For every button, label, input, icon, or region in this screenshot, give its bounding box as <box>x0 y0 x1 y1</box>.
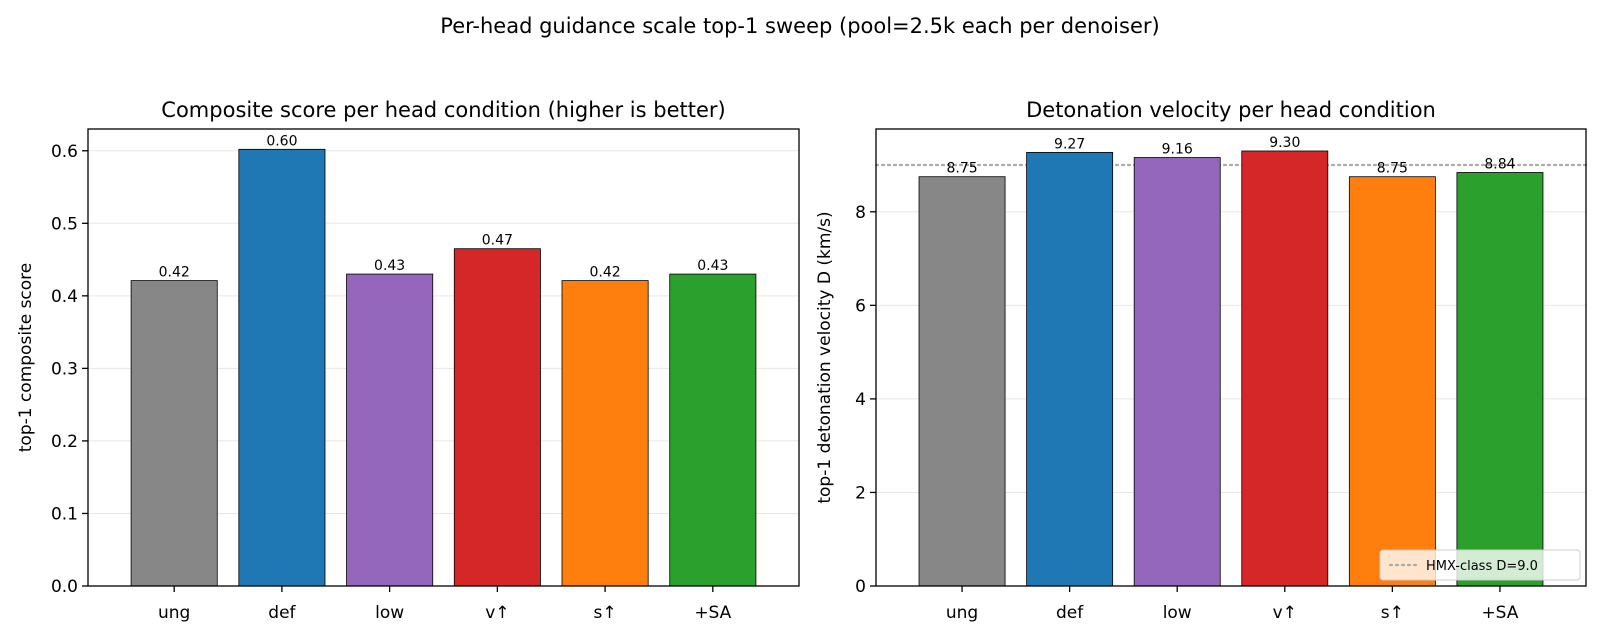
detonation-bar-2 <box>1133 157 1221 587</box>
composite-bar-value-label-1: 0.60 <box>266 133 297 149</box>
detonation-xtick-label-2: low <box>1163 603 1192 623</box>
composite-ytick-label-3: 0.3 <box>51 359 78 379</box>
composite-bar-0 <box>130 280 218 587</box>
detonation-bar-value-label-5: 8.84 <box>1484 157 1515 173</box>
composite-ytick-label-5: 0.5 <box>51 214 78 234</box>
detonation-bar-5 <box>1456 172 1544 587</box>
composite-bar-2 <box>346 273 434 587</box>
composite-y-axis-label: top-1 composite score <box>16 263 36 453</box>
detonation-ytick-label-4: 8 <box>855 203 866 223</box>
detonation-bar-1 <box>1026 151 1114 587</box>
detonation-ytick-label-1: 2 <box>855 483 866 503</box>
composite-xtick-label-5: +SA <box>694 603 731 623</box>
detonation-bar-value-label-4: 8.75 <box>1377 161 1408 177</box>
composite-xtick-label-2: low <box>375 603 404 623</box>
detonation-xtick-label-3: v↑ <box>1273 603 1297 623</box>
detonation-xtick-label-4: s↑ <box>1381 603 1404 623</box>
composite-bar-3 <box>453 248 541 587</box>
detonation-chart-title: Detonation velocity per head condition <box>1026 98 1436 122</box>
composite-bar-4 <box>561 280 649 587</box>
chart-panel-detonation: 8.75 ung 9.27 def 9.16 low 9.30 v↑ 8.75 s↑ 8.84 +SA… <box>815 98 1588 623</box>
composite-ytick-label-2: 0.2 <box>51 432 78 452</box>
detonation-bar-3 <box>1241 150 1329 587</box>
detonation-bar-value-label-0: 8.75 <box>946 161 977 177</box>
composite-bar-1 <box>238 148 326 587</box>
detonation-bar-value-label-2: 9.16 <box>1162 142 1193 158</box>
detonation-bar-4 <box>1348 176 1436 587</box>
detonation-bar-value-label-3: 9.30 <box>1269 135 1300 151</box>
detonation-axes-frame <box>875 128 1587 587</box>
composite-bar-value-label-2: 0.43 <box>374 258 405 274</box>
detonation-legend-entry: HMX-class D=9.0 <box>1426 559 1538 574</box>
composite-bar-5 <box>669 273 757 587</box>
detonation-bar-value-label-1: 9.27 <box>1054 136 1085 152</box>
composite-xtick-label-1: def <box>268 603 296 623</box>
detonation-ytick-label-3: 6 <box>855 296 866 316</box>
composite-ytick-label-4: 0.4 <box>51 287 78 307</box>
composite-bar-value-label-4: 0.42 <box>590 265 621 281</box>
composite-bar-value-label-5: 0.43 <box>697 258 728 274</box>
composite-xtick-label-3: v↑ <box>485 603 509 623</box>
detonation-xtick-label-0: ung <box>946 603 978 623</box>
composite-xtick-label-0: ung <box>158 603 190 623</box>
detonation-xtick-label-1: def <box>1056 603 1084 623</box>
detonation-legend: HMX-class D=9.0 <box>1379 549 1581 581</box>
detonation-bar-0 <box>918 176 1006 587</box>
composite-bar-value-label-0: 0.42 <box>159 265 190 281</box>
detonation-ytick-label-0: 0 <box>855 577 866 597</box>
composite-ytick-label-6: 0.6 <box>51 142 78 162</box>
detonation-legend-box <box>1379 549 1581 581</box>
composite-xtick-label-4: s↑ <box>594 603 617 623</box>
composite-chart-title: Composite score per head condition (high… <box>161 98 725 122</box>
figure-suptitle: Per-head guidance scale top-1 sweep (poo… <box>440 14 1159 38</box>
composite-ytick-label-1: 0.1 <box>51 504 78 524</box>
detonation-ytick-label-2: 4 <box>855 390 866 410</box>
detonation-y-axis-label: top-1 detonation velocity D (km/s) <box>815 211 835 503</box>
chart-panel-composite: 0.42 ung 0.60 def 0.43 low 0.47 v↑ 0.42 s↑ 0.43 +SA… <box>16 98 800 623</box>
detonation-xtick-label-5: +SA <box>1481 603 1518 623</box>
composite-bar-value-label-3: 0.47 <box>482 233 513 249</box>
composite-axes-frame <box>87 128 800 587</box>
composite-ytick-label-0: 0.0 <box>51 577 78 597</box>
